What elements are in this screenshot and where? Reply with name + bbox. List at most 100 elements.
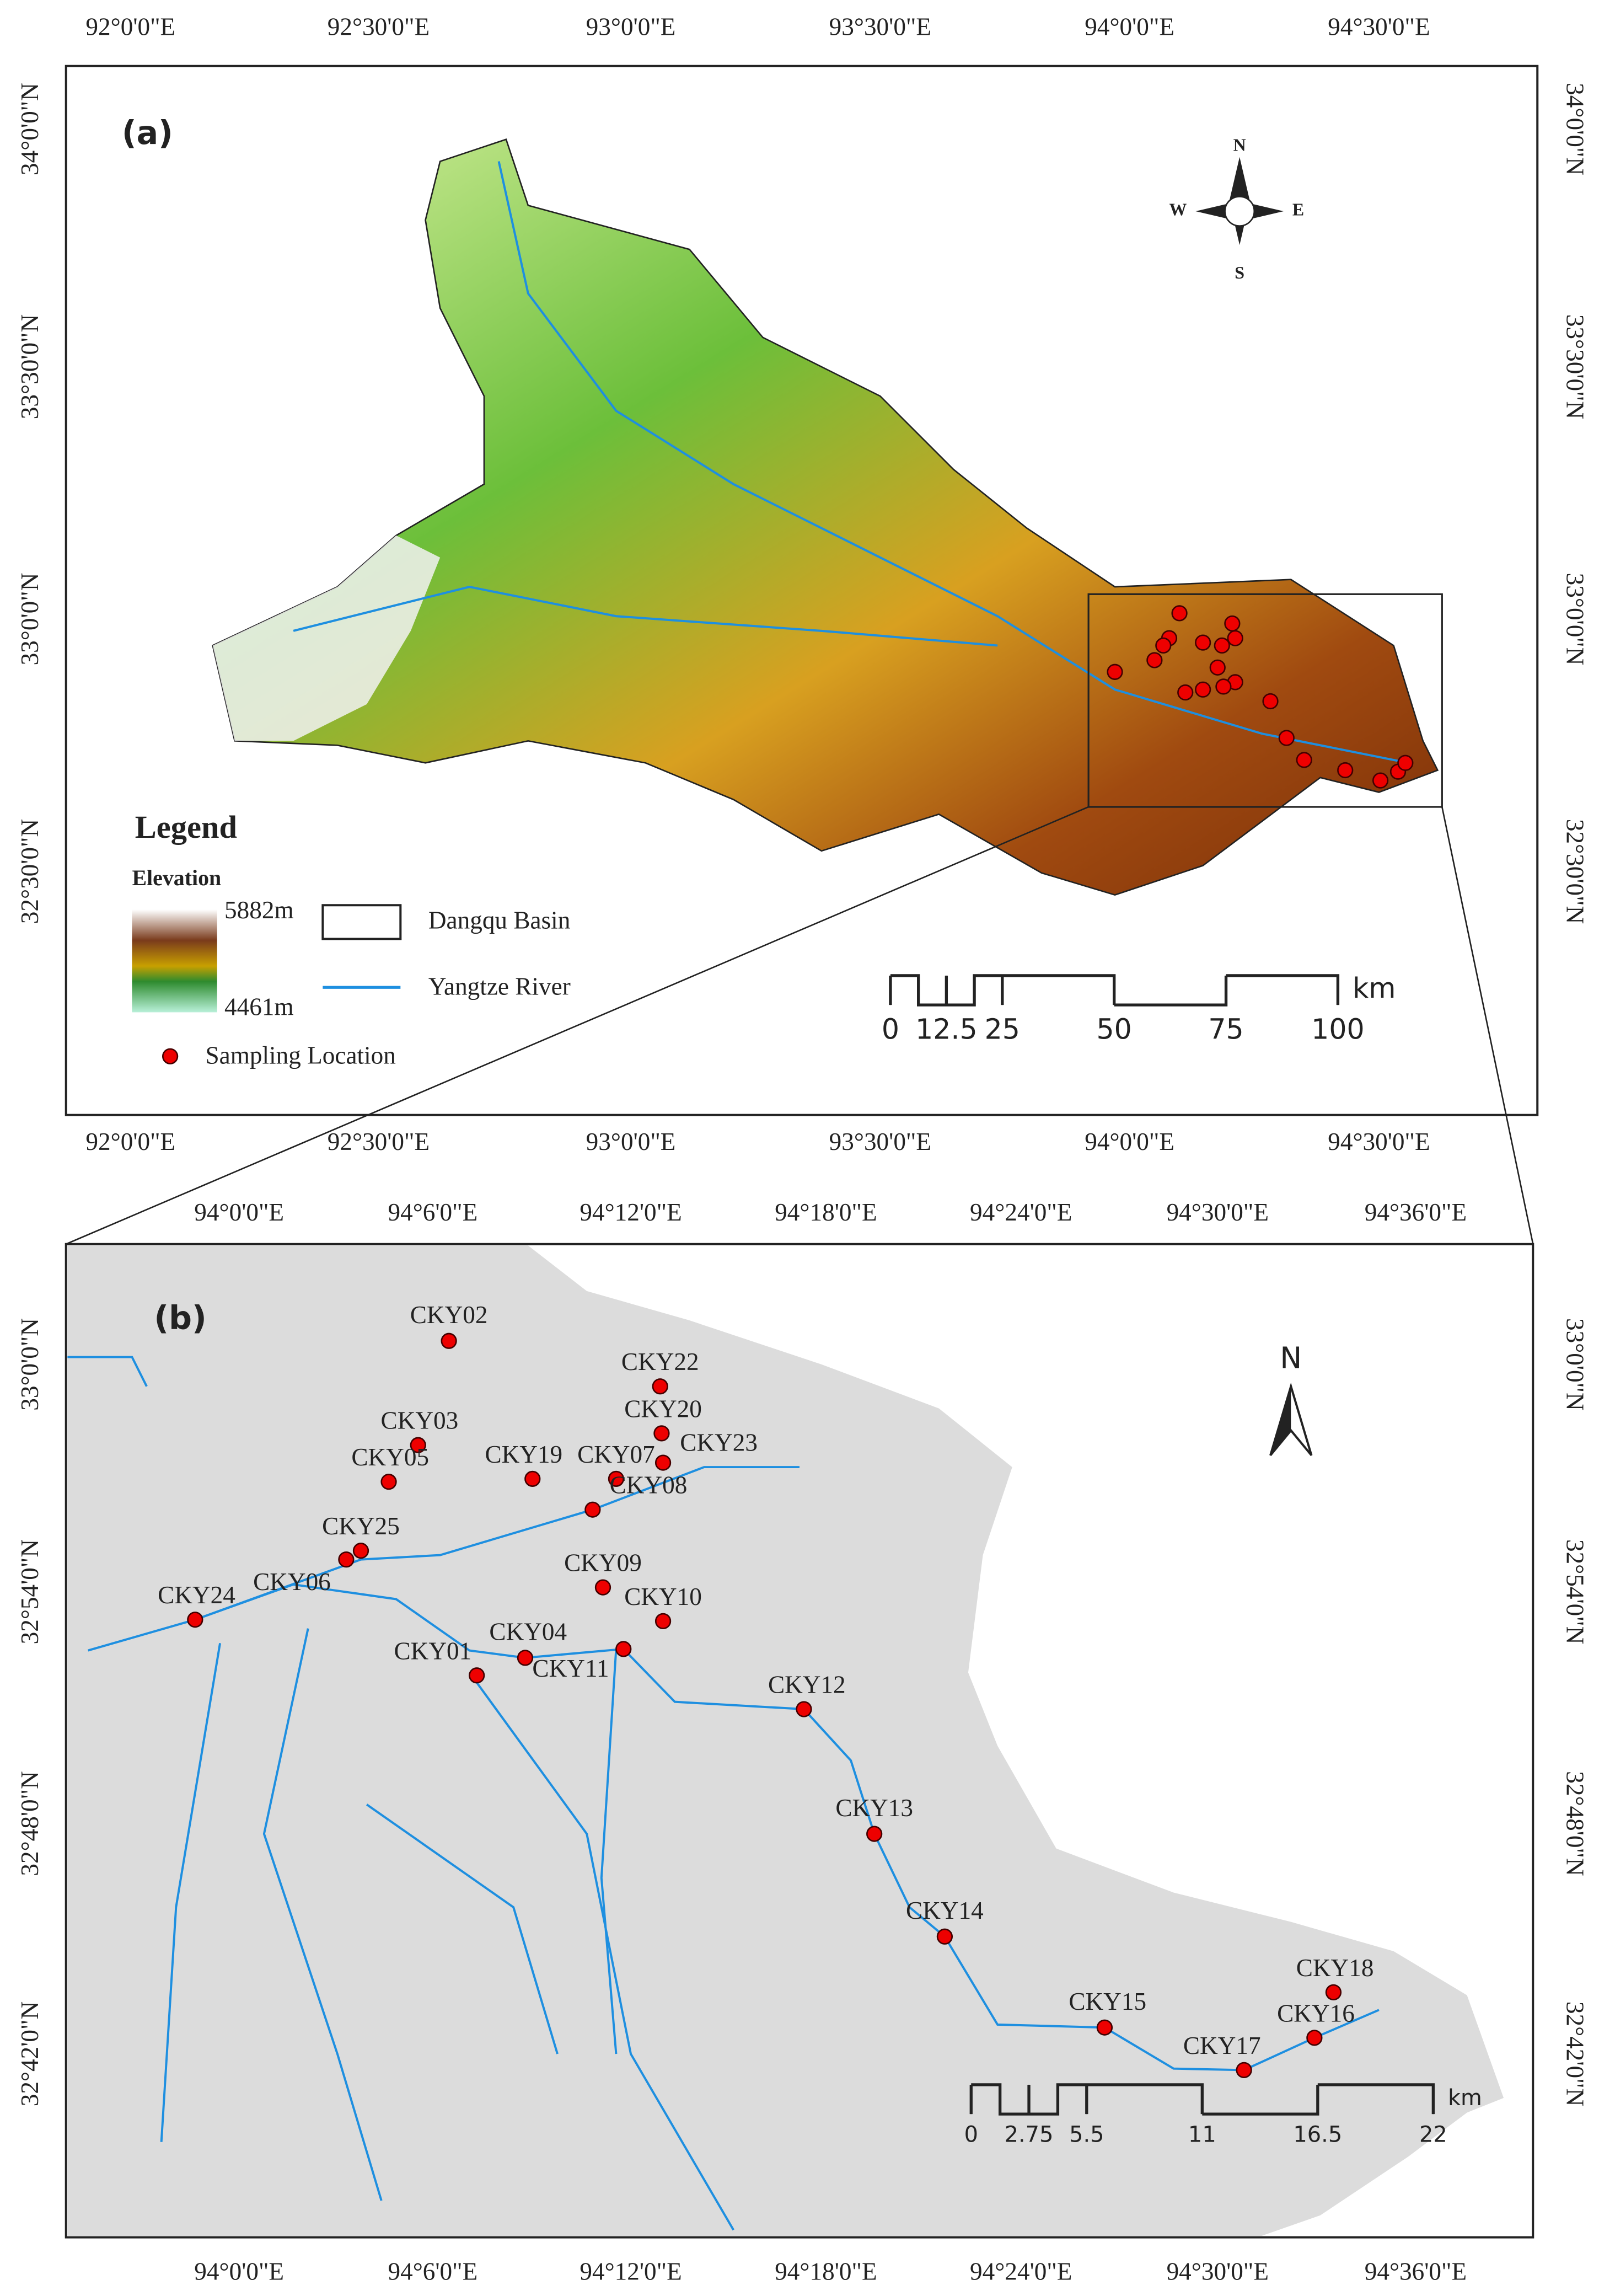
lon-tick-label: 94°36'0"E [1365,2257,1467,2285]
lon-tick-label: 92°30'0"E [328,1128,430,1155]
scale-unit: km [1448,2085,1482,2111]
sampling-point [1215,678,1232,695]
panel-label: (a) [122,114,173,152]
compass-n: N [1233,135,1246,154]
lon-tick-label: 94°24'0"E [970,2257,1072,2285]
sampling-point [1372,772,1389,789]
sampling-point [1107,663,1123,680]
sampling-point [652,1378,668,1395]
sample-label: CKY22 [621,1348,699,1376]
sampling-symbol [162,1048,179,1064]
sampling-point [594,1579,611,1596]
sampling-point [1397,754,1414,771]
lat-tick-label: 32°48'0"N [1562,1771,1589,1876]
sample-label: CKY17 [1183,2032,1261,2059]
sampling-point [796,1701,812,1717]
sample-label: CKY08 [610,1471,688,1499]
scale-label: 16.5 [1293,2122,1342,2148]
zoom-box [1087,593,1443,808]
lon-tick-label: 94°0'0"E [1085,1128,1174,1155]
lon-tick-label: 94°36'0"E [1365,1198,1467,1226]
panel-label: (b) [154,1299,206,1337]
lon-tick-label: 93°0'0"E [586,13,676,41]
sampling-point [1262,693,1279,710]
sampling-point [338,1551,355,1568]
basin-symbol [321,904,402,940]
scale-label: 5.5 [1069,2122,1104,2148]
sampling-point [866,1826,883,1842]
sampling-point [1236,2062,1252,2078]
lon-tick-label: 94°0'0"E [194,2257,284,2285]
scale-label: 0 [882,1013,899,1046]
elevation-min: 4461m [224,993,294,1021]
sampling-point [615,1641,632,1657]
sampling-point [1096,2019,1113,2036]
lon-tick-label: 92°0'0"E [85,1128,175,1155]
lat-tick-label: 32°54'0"N [1562,1539,1589,1644]
elevation-ramp [132,909,217,1013]
sampling-point [1296,752,1312,768]
sample-label: CKY13 [835,1794,913,1822]
dangqu-basin [212,138,1439,896]
scale-label: 0 [964,2122,978,2148]
scale-label: 100 [1311,1013,1364,1046]
sample-label: CKY25 [322,1512,400,1540]
scale-label: 2.75 [1005,2122,1054,2148]
lon-tick-label: 93°0'0"E [586,1128,676,1155]
sampling-point [1155,637,1172,654]
lat-tick-label: 32°42'0"N [16,2001,44,2106]
lon-tick-label: 92°0'0"E [85,13,175,41]
lon-tick-label: 94°18'0"E [775,1198,877,1226]
sampling-point [517,1650,534,1666]
sampling-point [654,1613,672,1630]
sample-label: CKY18 [1296,1954,1374,1982]
scale-label: 25 [985,1013,1020,1046]
river-label: Yangtze River [428,972,571,1000]
lat-tick-label: 32°54'0"N [16,1539,44,1644]
legend-title: Legend [135,809,237,845]
elevation-max: 5882m [224,896,294,924]
sampling-point [584,1501,601,1518]
lat-tick-label: 33°0'0"N [16,1318,44,1411]
river-network [67,1356,1380,2231]
lon-tick-label: 94°24'0"E [970,1198,1072,1226]
sampling-point [410,1437,426,1453]
north-arrow: N [1269,1341,1313,1457]
sampling-point [1224,615,1241,632]
lon-tick-label: 94°30'0"E [1167,1198,1269,1226]
lon-tick-label: 94°0'0"E [1085,13,1174,41]
compass-w: W [1169,200,1187,219]
sampling-point [936,1928,953,1945]
lat-tick-label: 33°0'0"N [1562,1318,1589,1411]
sample-label: CKY16 [1277,1999,1355,2027]
sample-label: CKY23 [680,1429,758,1457]
scale-label: 50 [1097,1013,1132,1046]
sampling-point [1337,762,1354,779]
scale-unit: km [1353,972,1396,1004]
lat-tick-label: 34°0'0"N [16,83,44,175]
scale-label: 12.5 [915,1013,978,1046]
sampling-point [1146,652,1163,668]
sample-label: CKY07 [577,1441,655,1468]
lon-tick-label: 93°30'0"E [829,1128,931,1155]
sample-label: CKY20 [624,1395,702,1422]
scale-label: 75 [1208,1013,1243,1046]
sample-label: CKY03 [381,1407,459,1435]
lon-tick-label: 94°6'0"E [388,2257,477,2285]
scale-label: 22 [1419,2122,1447,2148]
river-network [293,161,1409,764]
lat-tick-label: 33°30'0"N [16,314,44,419]
sample-label: CKY15 [1069,1988,1146,2015]
compass-e: E [1292,200,1304,219]
lon-tick-label: 94°6'0"E [388,1198,477,1226]
sample-label: CKY10 [624,1583,702,1610]
lat-tick-label: 32°30'0"N [1562,819,1589,924]
sampling-point [654,1454,672,1471]
sample-label: CKY24 [158,1581,235,1609]
lon-tick-label: 94°12'0"E [579,1198,682,1226]
sample-label: CKY11 [532,1655,609,1682]
sampling-label: Sampling Location [205,1041,395,1069]
lat-tick-label: 32°42'0"N [1562,2001,1589,2106]
sampling-point [1209,659,1226,676]
